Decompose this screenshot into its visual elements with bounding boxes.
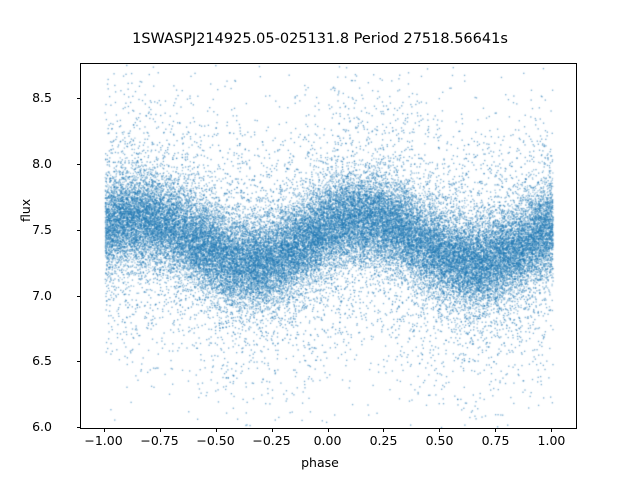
x-tick-label: −0.75 [140, 433, 179, 448]
x-tick-mark [271, 428, 273, 432]
x-tick-mark [383, 428, 385, 432]
y-tick-label: 6.5 [32, 353, 52, 369]
y-tick-mark [76, 295, 80, 297]
page-title: 1SWASPJ214925.05-025131.8 Period 27518.5… [132, 31, 508, 47]
plot-axes [80, 63, 577, 429]
y-tick-label: 8.0 [32, 156, 52, 172]
x-tick-mark [495, 428, 497, 432]
y-tick-mark [76, 164, 80, 166]
x-tick-mark [327, 428, 329, 432]
x-tick-mark [439, 428, 441, 432]
y-tick-label: 8.5 [32, 90, 52, 106]
y-tick-mark [76, 98, 80, 100]
x-axis-label: phase [301, 455, 339, 470]
y-tick-label: 6.0 [32, 419, 52, 434]
y-axis-label: flux [18, 198, 33, 222]
x-tick-label: 0.25 [369, 433, 398, 448]
x-tick-mark [551, 428, 553, 432]
x-tick-label: −0.25 [252, 433, 291, 448]
scatter-plot-area [81, 64, 576, 428]
x-tick-label: −0.50 [196, 433, 235, 448]
x-tick-mark [159, 428, 161, 432]
y-tick-label: 7.0 [32, 287, 52, 303]
y-tick-mark [76, 361, 80, 363]
x-tick-label: 0.75 [481, 433, 510, 448]
x-tick-mark [103, 428, 105, 432]
x-tick-label: 0.50 [425, 433, 454, 448]
x-tick-label: −1.00 [84, 433, 123, 448]
x-tick-label: 0.00 [313, 433, 342, 448]
y-tick-mark [76, 427, 80, 428]
y-tick-label: 7.5 [32, 221, 52, 237]
x-tick-label: 1.00 [537, 433, 566, 448]
y-tick-mark [76, 229, 80, 231]
x-tick-mark [215, 428, 217, 432]
